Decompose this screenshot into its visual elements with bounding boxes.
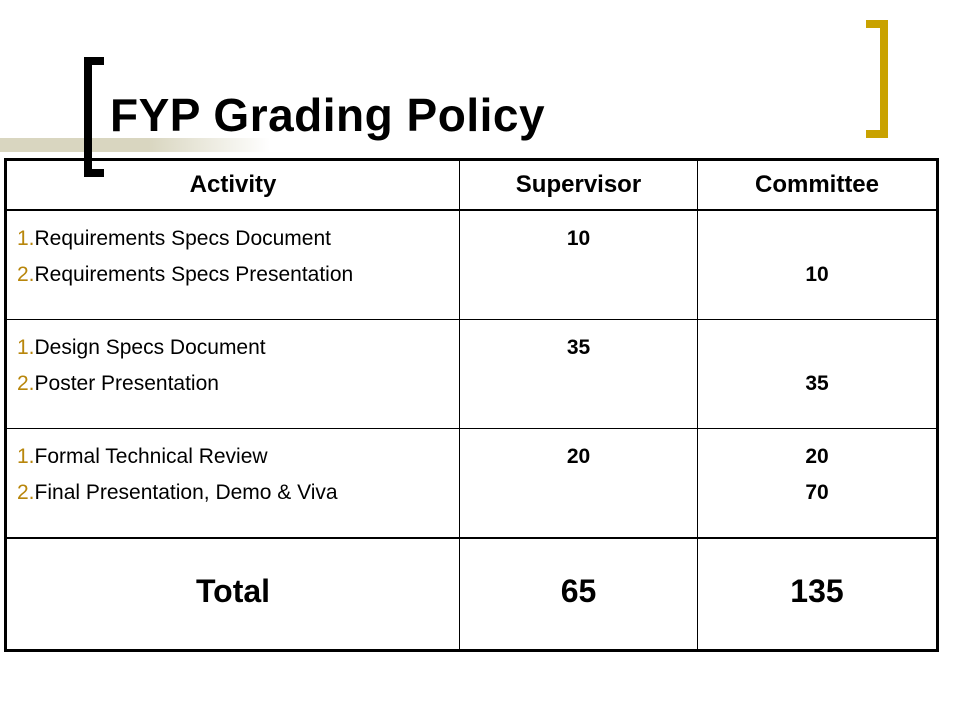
committee-cell: 20 70 <box>697 428 938 539</box>
committee-value: 70 <box>805 481 829 504</box>
header-activity: Activity <box>5 159 460 211</box>
committee-value <box>698 330 936 366</box>
activity-cell: 1.Design Specs Document 2.Poster Present… <box>5 319 460 429</box>
table-row: 1.Formal Technical Review 2.Final Presen… <box>5 428 938 539</box>
committee-value: 35 <box>805 372 829 395</box>
total-row: Total 65 135 <box>5 537 938 651</box>
list-item: 1.Requirements Specs Document <box>17 227 331 250</box>
total-supervisor-value: 65 <box>560 573 597 609</box>
supervisor-value: 20 <box>566 445 591 468</box>
supervisor-cell: 20 <box>459 428 698 539</box>
supervisor-value <box>460 257 697 293</box>
supervisor-value <box>460 366 697 402</box>
supervisor-value <box>460 475 697 511</box>
table-row: 1.Design Specs Document 2.Poster Present… <box>5 319 938 429</box>
page-title: FYP Grading Policy <box>110 89 546 141</box>
table-header-row: Activity Supervisor Committee <box>5 159 938 211</box>
header-committee: Committee <box>697 159 938 211</box>
committee-value <box>698 221 936 257</box>
committee-cell: 35 <box>697 319 938 429</box>
activity-cell: 1.Formal Technical Review 2.Final Presen… <box>5 428 460 539</box>
supervisor-cell: 10 <box>459 209 698 320</box>
committee-cell: 10 <box>697 209 938 320</box>
committee-value: 10 <box>805 263 829 286</box>
header-supervisor: Supervisor <box>459 159 698 211</box>
supervisor-value: 35 <box>566 336 591 359</box>
total-label-cell: Total <box>5 537 460 651</box>
grading-table: Activity Supervisor Committee 1.Requirem… <box>4 158 939 652</box>
total-committee-cell: 135 <box>697 537 938 651</box>
total-committee-value: 135 <box>790 573 844 609</box>
list-item: 2.Requirements Specs Presentation <box>17 263 354 286</box>
table-row: 1.Requirements Specs Document 2.Requirem… <box>5 209 938 320</box>
right-bracket-decoration <box>866 20 888 138</box>
list-item: 1.Formal Technical Review <box>17 445 268 468</box>
supervisor-cell: 35 <box>459 319 698 429</box>
total-label: Total <box>195 573 271 609</box>
list-item: 2.Poster Presentation <box>17 372 219 395</box>
committee-value: 20 <box>805 445 829 468</box>
activity-cell: 1.Requirements Specs Document 2.Requirem… <box>5 209 460 320</box>
list-item: 1.Design Specs Document <box>17 336 266 359</box>
supervisor-value: 10 <box>566 227 591 250</box>
list-item: 2.Final Presentation, Demo & Viva <box>17 481 338 504</box>
decorative-line <box>0 138 270 152</box>
total-supervisor-cell: 65 <box>459 537 698 651</box>
